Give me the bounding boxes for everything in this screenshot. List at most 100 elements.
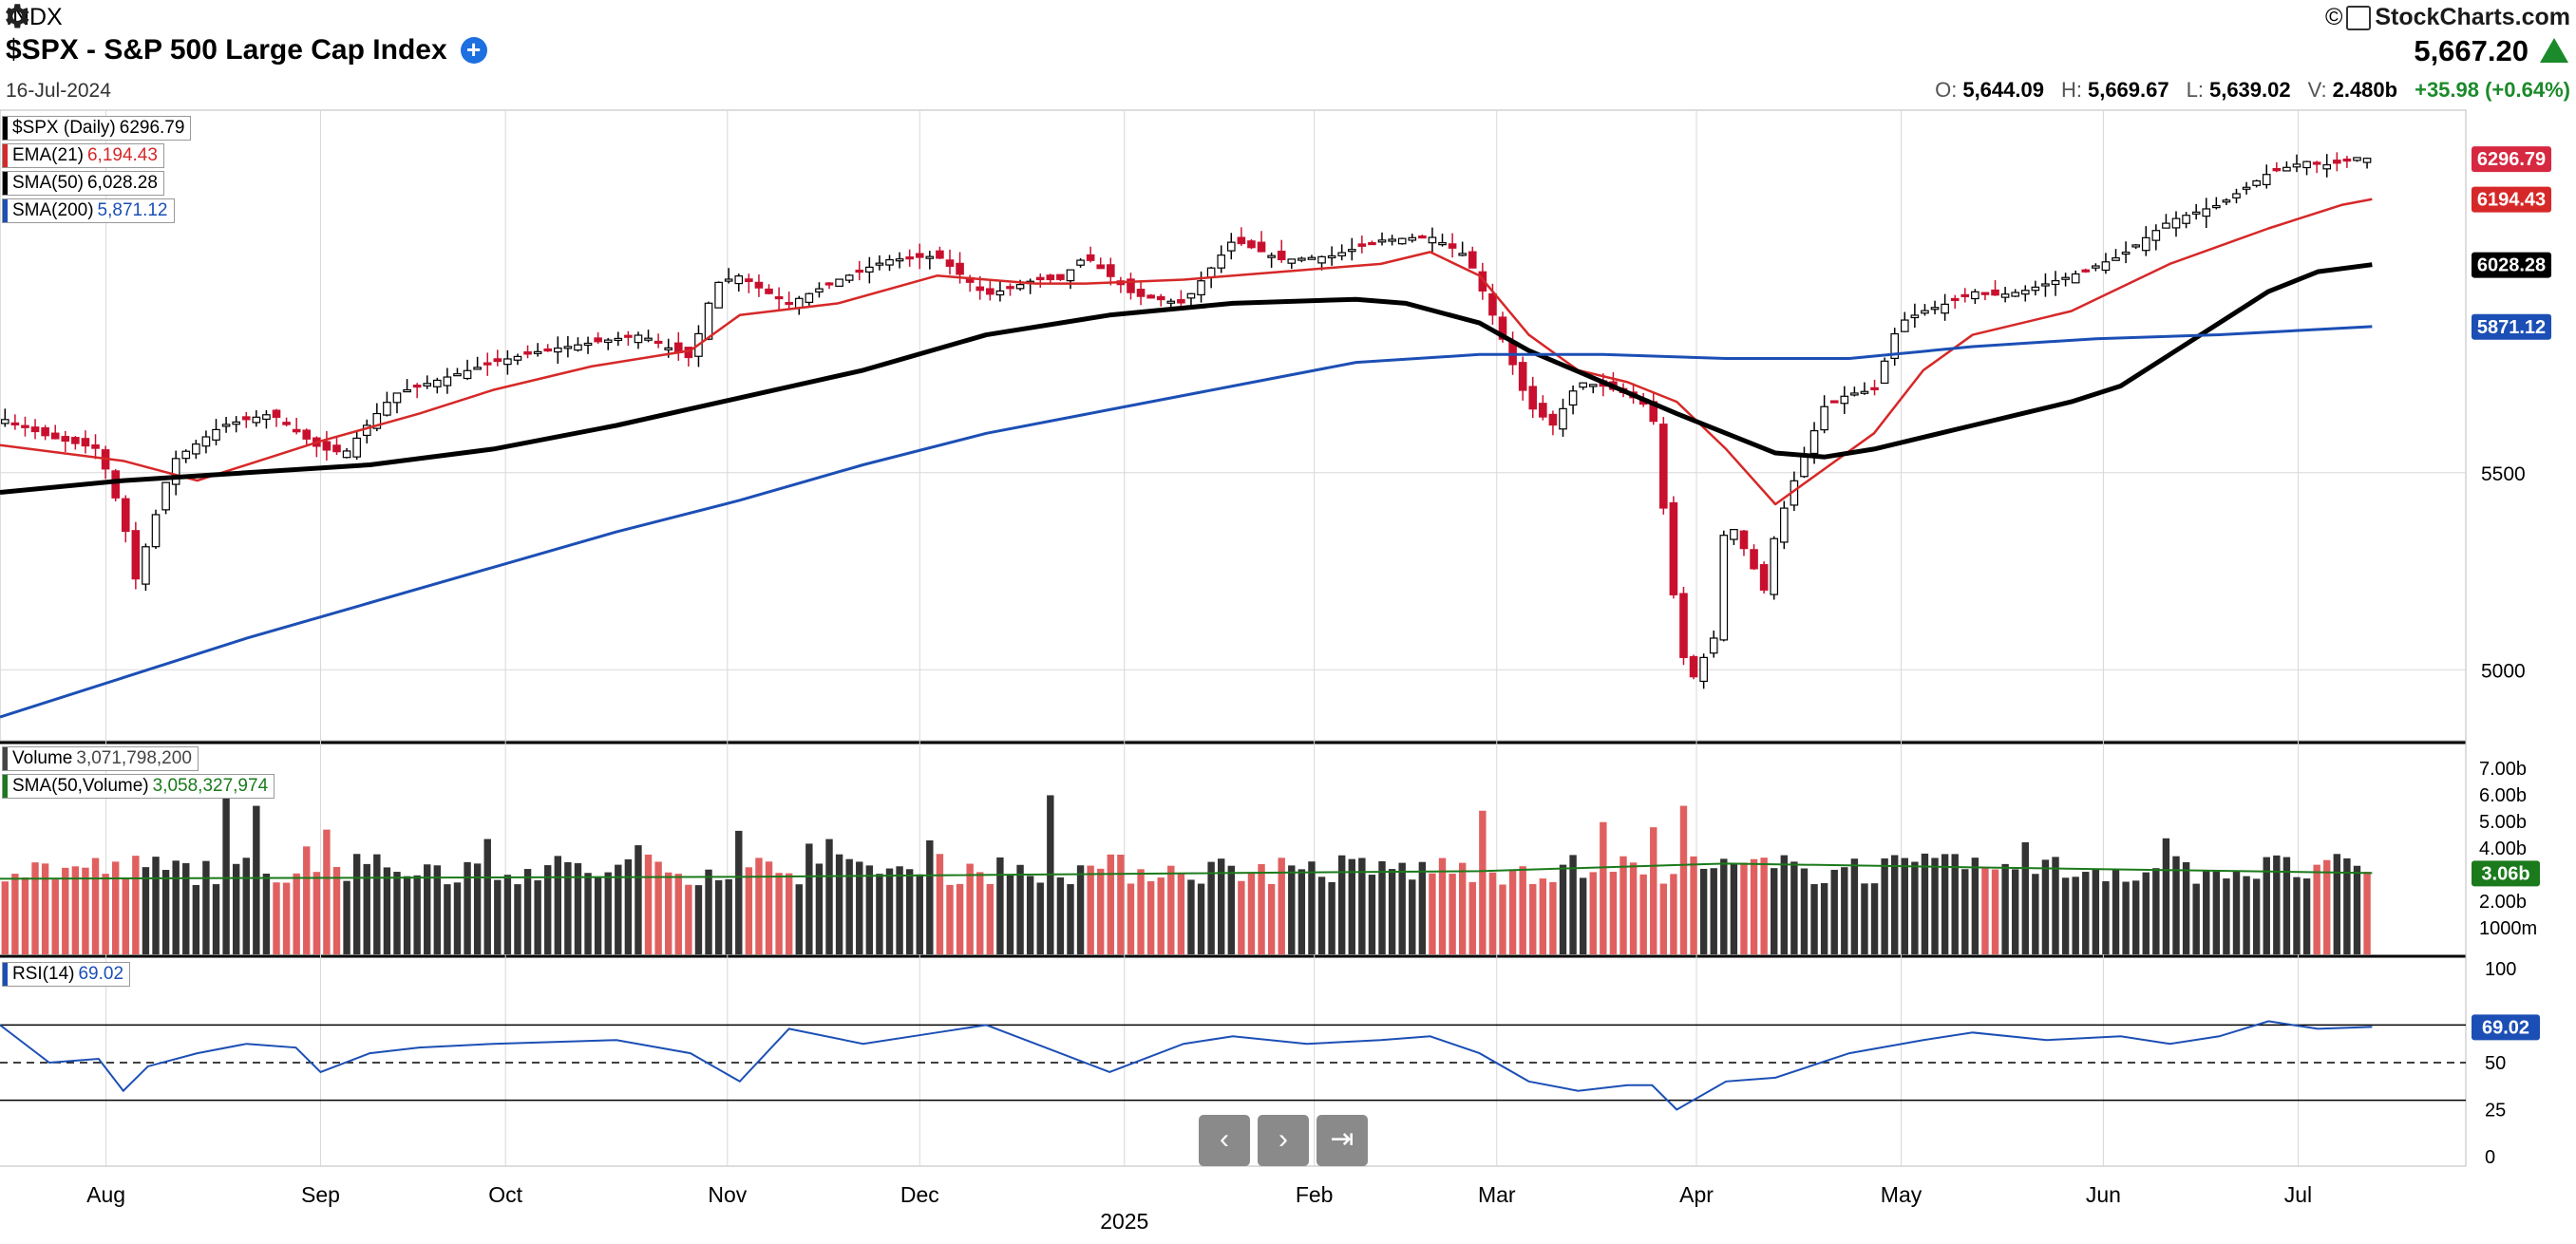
legend-item[interactable]: SMA(50,Volume) 3,058,327,974	[2, 774, 275, 799]
volume-bar	[674, 874, 682, 954]
price-tick-label: 5500	[2481, 463, 2526, 485]
candle-body	[1750, 549, 1758, 570]
scroll-left-chevron-icon[interactable]: ‹	[1199, 1115, 1250, 1166]
volume-bar	[1449, 874, 1456, 954]
candle-body	[1066, 269, 1075, 282]
volume-bar	[1006, 874, 1014, 954]
candle-body	[1860, 390, 1869, 394]
volume-bar	[222, 792, 230, 954]
volume-bar	[1087, 865, 1094, 954]
volume-bar	[2343, 858, 2351, 954]
settings-gear-icon[interactable]	[0, 0, 32, 32]
volume-bar	[2212, 871, 2221, 954]
candle-body	[1870, 386, 1879, 390]
volume-bar	[192, 885, 200, 954]
volume-bar	[534, 880, 541, 954]
volume-bar	[714, 879, 723, 954]
candle-body	[1498, 316, 1507, 340]
candle-body	[936, 250, 944, 259]
candle-body	[2333, 160, 2341, 164]
scroll-right-chevron-icon[interactable]: ›	[1258, 1115, 1309, 1166]
candle-body	[1488, 292, 1497, 316]
candle-body	[2081, 269, 2091, 273]
candle-body	[2222, 199, 2231, 203]
volume-bar	[1438, 858, 1447, 954]
volume-bar	[2333, 854, 2341, 954]
x-axis-label: May	[1881, 1182, 1923, 1207]
volume-bar	[132, 856, 140, 954]
add-symbol-plus-icon[interactable]: +	[460, 37, 487, 64]
candle-body	[1076, 259, 1085, 266]
volume-bar	[2313, 864, 2320, 954]
volume-bar	[1368, 875, 1376, 954]
legend-item[interactable]: SMA(200) 5,871.12	[2, 198, 175, 223]
candle-body	[1458, 253, 1467, 256]
brand[interactable]: © StockCharts.com	[2325, 4, 2570, 31]
legend-item[interactable]: $SPX (Daily) 6296.79	[2, 116, 192, 141]
volume-bar	[182, 862, 190, 954]
candle-body	[774, 295, 784, 300]
volume-bar	[1267, 883, 1276, 954]
volume-bar	[2182, 861, 2190, 954]
volume-bar	[1820, 882, 1828, 954]
volume-bar	[1076, 865, 1085, 954]
volume-bar	[1790, 861, 1798, 954]
candle-body	[0, 419, 9, 424]
volume-bar	[785, 873, 793, 954]
candle-body	[2232, 193, 2241, 198]
legend-name: SMA(50)	[12, 173, 84, 193]
volume-bar	[574, 862, 582, 954]
volume-bar	[2293, 876, 2301, 954]
candle-body	[925, 255, 935, 259]
candle-body	[1840, 395, 1849, 405]
candle-body	[885, 258, 894, 266]
volume-bar	[735, 830, 743, 954]
candle-body	[2041, 283, 2050, 287]
candle-body	[1438, 242, 1447, 246]
legend-name: EMA(21)	[12, 145, 84, 165]
candle-body	[1166, 300, 1176, 304]
candle-body	[1709, 637, 1718, 654]
candle-body	[1307, 256, 1316, 260]
candle-body	[1217, 254, 1226, 269]
candle-body	[1247, 240, 1256, 249]
legend-item[interactable]: SMA(50) 6,028.28	[2, 171, 164, 196]
jump-to-end-icon[interactable]: ⇥	[1316, 1115, 1368, 1166]
volume-bar	[2011, 869, 2019, 954]
x-axis-label: Jul	[2284, 1182, 2312, 1207]
change-value: +35.98 (+0.64%)	[2415, 78, 2570, 102]
candle-body	[2191, 211, 2201, 215]
volume-bar	[1529, 884, 1537, 954]
volume-tag-bg	[2472, 860, 2540, 887]
volume-bar	[1690, 856, 1697, 954]
candle-body	[2071, 273, 2080, 284]
volume-bar	[1679, 805, 1688, 954]
chart-date: 16-Jul-2024	[6, 80, 111, 102]
volume-bar	[444, 884, 451, 954]
candle-body	[563, 346, 573, 349]
volume-bar	[544, 865, 552, 954]
legend-item[interactable]: EMA(21) 6,194.43	[2, 143, 164, 168]
legend-item[interactable]: Volume 3,071,798,200	[2, 746, 199, 771]
volume-bar	[1238, 880, 1245, 954]
volume-bar	[2273, 855, 2281, 954]
volume-bar	[1227, 865, 1235, 954]
candle-body	[1357, 243, 1367, 247]
volume-bar	[1479, 810, 1487, 954]
volume-bar	[293, 873, 300, 954]
volume-bar	[594, 876, 602, 954]
volume-bar	[303, 846, 311, 954]
volume-bar	[1207, 861, 1215, 954]
candle-body	[594, 337, 602, 343]
candle-body	[1428, 236, 1437, 244]
volume-bar	[1650, 827, 1657, 954]
volume-bar	[1097, 868, 1105, 954]
volume-bar	[51, 879, 59, 954]
volume-bar	[242, 858, 250, 954]
candle-body	[1910, 314, 1920, 319]
price-legend: $SPX (Daily) 6296.79 EMA(21) 6,194.43 SMA(50…	[2, 116, 192, 223]
volume-bar	[1730, 863, 1738, 954]
candle-body	[895, 258, 904, 262]
legend-item[interactable]: RSI(14) 69.02	[2, 962, 131, 987]
